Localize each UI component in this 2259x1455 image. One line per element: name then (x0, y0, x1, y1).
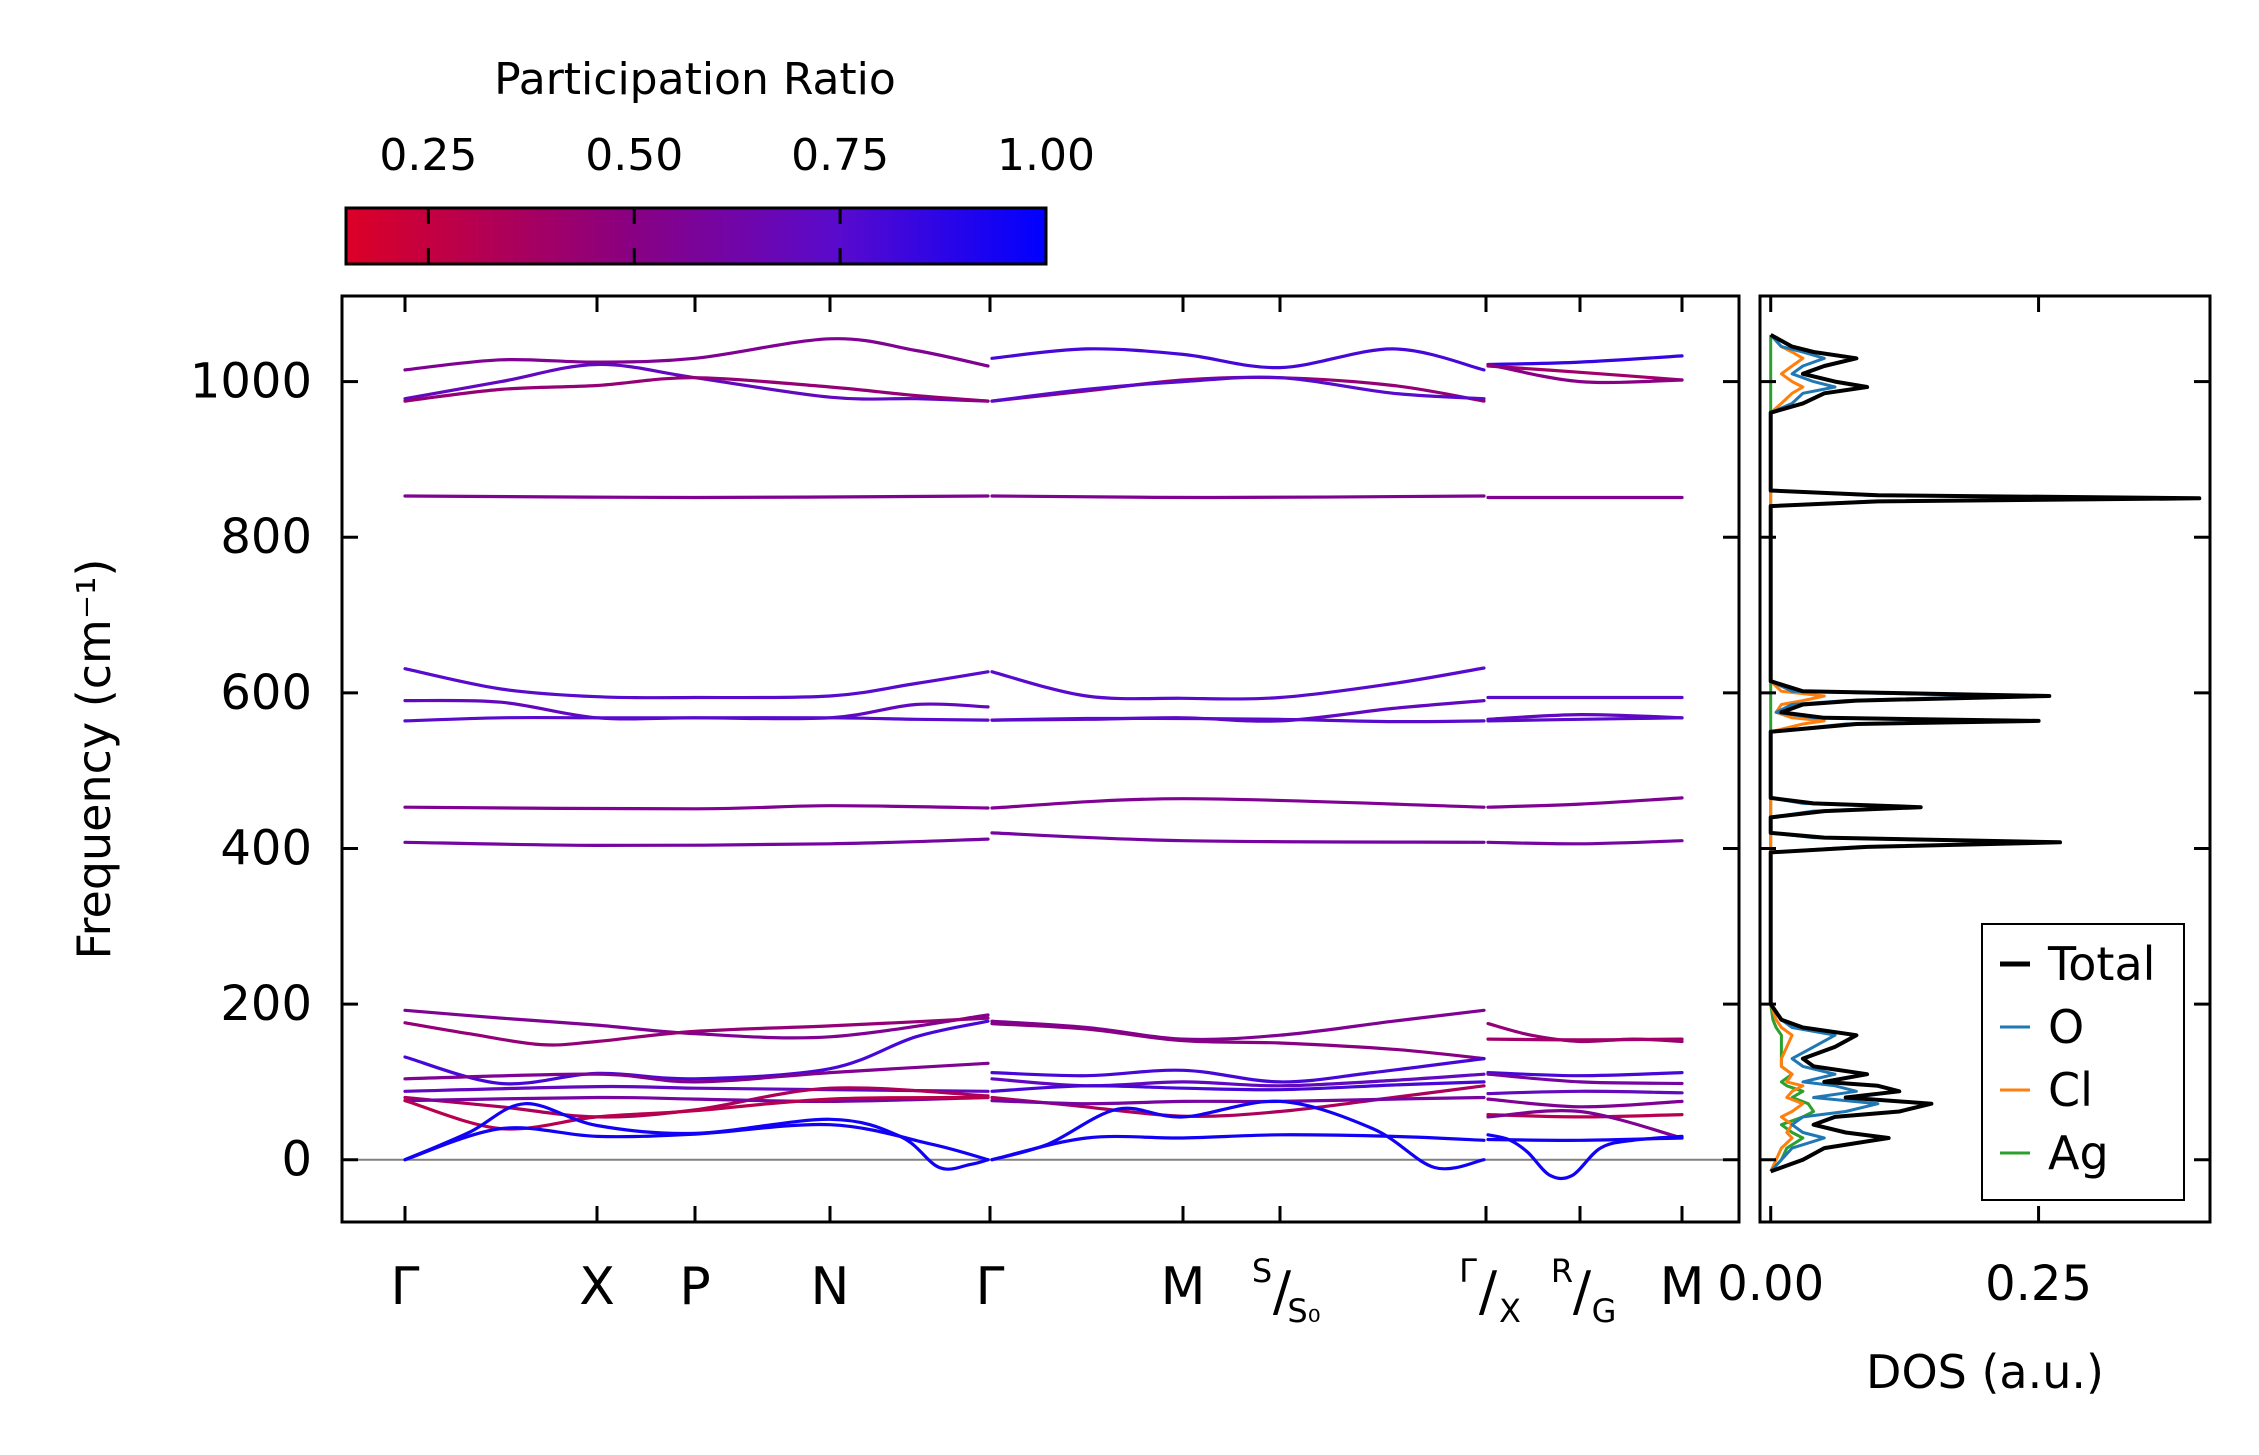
phonon-band (1486, 1089, 1684, 1096)
k-point-label-top: R (1551, 1252, 1573, 1290)
legend-label: Cl (2048, 1063, 2093, 1117)
phonon-band (403, 715, 990, 723)
phonon-band (990, 716, 1486, 724)
phonon-band (990, 375, 1486, 403)
y-tick-label: 1000 (190, 354, 312, 410)
phonon-band (1486, 362, 1684, 385)
y-tick-label: 600 (220, 665, 312, 721)
k-point-label-bottom: S₀ (1287, 1292, 1320, 1330)
phonon-band (403, 337, 990, 372)
colorbar-tick-label: 1.00 (997, 130, 1095, 181)
dos-panel: 0.00 0.25 DOS (a.u.) Total O Cl Ag (1717, 294, 2212, 1399)
dos-line-ag (1769, 334, 1816, 1173)
phonon-band (990, 1095, 1486, 1106)
phonon-band (990, 1099, 1486, 1171)
phonon-band (403, 376, 990, 403)
phonon-band (403, 837, 990, 848)
phonon-band (1486, 1071, 1684, 1078)
k-point-label: X (579, 1257, 615, 1317)
colorbar-tick-label: 0.25 (379, 130, 477, 181)
phonon-band (990, 831, 1486, 844)
k-point-label: Γ (976, 1257, 1005, 1317)
k-point-label-bottom: X (1499, 1292, 1521, 1330)
phonon-band (990, 1133, 1486, 1162)
phonon-band (1486, 364, 1684, 382)
dos-legend: Total O Cl Ag (1981, 923, 2185, 1201)
phonon-band (403, 1061, 990, 1084)
dos-lines (1768, 333, 2202, 1174)
y-tick-label: 400 (220, 820, 312, 876)
phonon-band (990, 1057, 1486, 1084)
phonon-band (403, 494, 990, 500)
legend-label: Ag (2048, 1126, 2109, 1180)
dos-x-axis-label: DOS (a.u.) (1866, 1345, 2104, 1399)
phonon-band (990, 1080, 1486, 1093)
dos-x-tick-label: 0.00 (1717, 1256, 1824, 1312)
k-point-slash: / (1479, 1260, 1498, 1323)
dos-frame (1758, 294, 2212, 1224)
phonon-band (1486, 1109, 1684, 1140)
phonon-band (990, 666, 1486, 701)
colorbar-gradient (344, 206, 1048, 266)
k-point-label: M (1660, 1257, 1705, 1317)
phonon-band (403, 1016, 990, 1047)
phonon-band (1486, 1136, 1684, 1142)
colorbar-tick-label: 0.75 (791, 130, 889, 181)
y-tick-label: 0 (281, 1132, 312, 1188)
dos-x-tick-label: 0.25 (1985, 1256, 2092, 1312)
k-point-label-bottom: G (1592, 1292, 1617, 1330)
phonon-band (403, 1019, 990, 1086)
phonon-band (403, 1122, 990, 1162)
colorbar: Participation Ratio 0.25 0.50 0.75 1.00 (344, 54, 1095, 266)
k-point-slash: / (1573, 1260, 1592, 1323)
dos-line-total (1768, 333, 2202, 1174)
k-point-label-top: S (1252, 1252, 1272, 1290)
phonon-band (990, 1084, 1486, 1118)
band-lines (403, 337, 1684, 1181)
phonon-band (990, 1008, 1486, 1042)
phonon-band (403, 1095, 990, 1131)
k-point-label-top: Γ (1459, 1252, 1477, 1290)
k-point-label: Γ (391, 1257, 420, 1317)
dos-axes: 0.00 0.25 (1717, 296, 2210, 1312)
legend-label: O (2048, 1000, 2084, 1054)
k-point-label: P (679, 1257, 710, 1317)
phonon-band (990, 1022, 1486, 1061)
band-frame (340, 294, 1741, 1224)
y-axis-label: Frequency (cm⁻¹) (67, 559, 121, 960)
phonon-band (1486, 716, 1684, 723)
phonon-band (1486, 354, 1684, 367)
phonon-band (990, 494, 1486, 500)
phonon-band (1486, 1072, 1684, 1086)
phonon-band (403, 1095, 990, 1104)
k-point-label: N (811, 1257, 850, 1317)
colorbar-title: Participation Ratio (494, 54, 896, 105)
phonon-band (403, 698, 990, 721)
phonon-band (403, 1008, 990, 1040)
y-tick-label: 800 (220, 509, 312, 565)
phonon-band (990, 347, 1486, 372)
k-point-slash: / (1273, 1260, 1292, 1323)
phonon-band (403, 1086, 990, 1119)
y-tick-label: 200 (220, 976, 312, 1032)
colorbar-ticks: 0.25 0.50 0.75 1.00 (379, 130, 1095, 264)
phonon-band (403, 667, 990, 700)
phonon-band (1486, 796, 1684, 809)
colorbar-tick-label: 0.50 (585, 130, 683, 181)
phonon-band (1486, 1097, 1684, 1109)
phonon-band (1486, 839, 1684, 846)
k-point-label: M (1161, 1257, 1206, 1317)
phonon-band (1486, 1037, 1684, 1042)
legend-label: Total (2047, 937, 2155, 991)
phonon-band (403, 804, 990, 811)
phonon-band (990, 797, 1486, 810)
phonon-band (990, 375, 1486, 403)
